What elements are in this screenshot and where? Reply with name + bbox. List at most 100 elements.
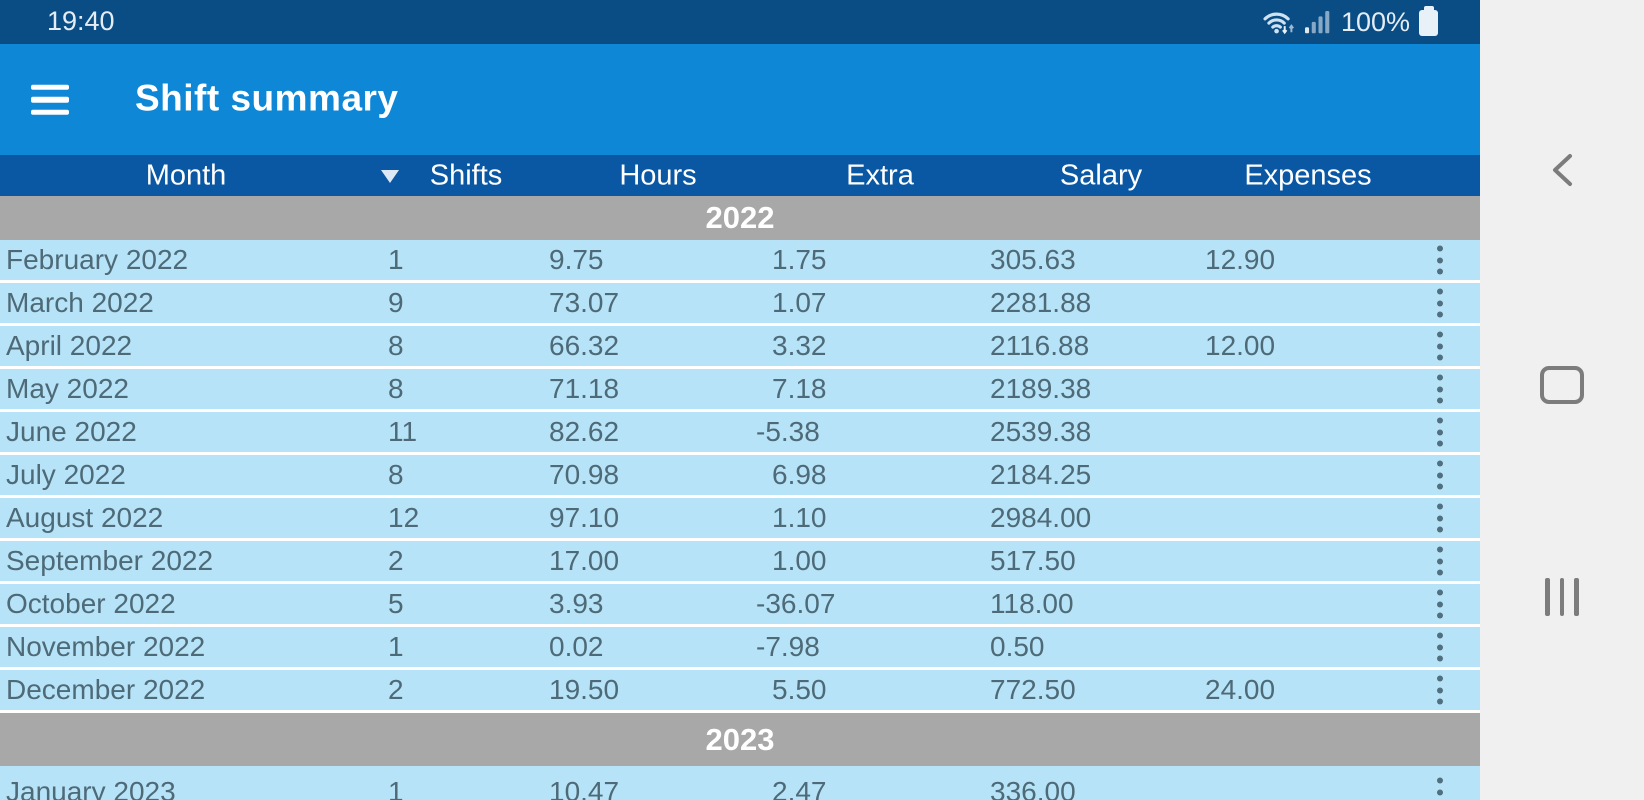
cell-extra: 1.75 <box>772 244 827 275</box>
column-header-expenses[interactable]: Expenses <box>1244 159 1372 191</box>
cell-hours: 3.93 <box>549 588 604 619</box>
kebab-dot <box>1437 300 1443 306</box>
cell-salary: 2184.25 <box>990 459 1092 490</box>
table-row[interactable]: December 2022 2 19.50 5.50 772.50 24.00 <box>0 670 1480 713</box>
kebab-dot <box>1437 515 1443 521</box>
cell-month: September 2022 <box>6 545 214 576</box>
column-header-extra[interactable]: Extra <box>846 159 914 191</box>
kebab-dot <box>1437 698 1443 705</box>
year-section-header: 2023 <box>0 713 1480 766</box>
kebab-menu-icon[interactable] <box>1437 675 1443 705</box>
cell-shifts: 2 <box>388 545 404 576</box>
home-icon[interactable] <box>1480 366 1644 404</box>
kebab-dot <box>1437 777 1443 784</box>
table-row[interactable]: September 2022 2 17.00 1.00 517.50 <box>0 541 1480 584</box>
cell-extra: 1.10 <box>772 502 827 533</box>
cell-extra: 1.07 <box>772 287 827 318</box>
kebab-menu-icon[interactable] <box>1437 288 1443 318</box>
cell-shifts: 2 <box>388 674 404 705</box>
table-row[interactable]: March 2022 9 73.07 1.07 2281.88 <box>0 283 1480 326</box>
kebab-dot <box>1437 612 1443 619</box>
kebab-dot <box>1437 331 1443 338</box>
kebab-menu-icon[interactable] <box>1437 417 1443 447</box>
cell-salary: 2539.38 <box>990 416 1092 447</box>
kebab-dot <box>1437 311 1443 318</box>
cell-hours: 0.02 <box>549 631 604 662</box>
cell-hours: 70.98 <box>549 459 620 490</box>
hamburger-menu-icon[interactable] <box>31 77 69 122</box>
table-row[interactable]: January 2023 1 10.47 2.47 336.00 <box>0 766 1480 800</box>
cell-salary: 2189.38 <box>990 373 1092 404</box>
table-row[interactable]: November 2022 1 0.02 -7.98 0.50 <box>0 627 1480 670</box>
cell-hours: 71.18 <box>549 373 620 404</box>
cell-month: March 2022 <box>6 287 154 318</box>
cell-salary: 305.63 <box>990 244 1076 275</box>
kebab-dot <box>1437 687 1443 693</box>
cell-month: December 2022 <box>6 674 206 705</box>
cell-month: October 2022 <box>6 588 176 619</box>
table-body: 2022 February 2022 1 9.75 1.75 305.63 12.90 Mar… <box>0 196 1480 800</box>
cell-hours: 82.62 <box>549 416 620 447</box>
cell-hours: 97.10 <box>549 502 620 533</box>
kebab-menu-icon[interactable] <box>1437 503 1443 533</box>
sort-descending-icon[interactable] <box>381 169 399 183</box>
kebab-dot <box>1437 558 1443 564</box>
kebab-menu-icon[interactable] <box>1437 460 1443 490</box>
kebab-dot <box>1437 569 1443 576</box>
table-row[interactable]: August 2022 12 97.10 1.10 2984.00 <box>0 498 1480 541</box>
signal-strength-icon <box>1304 10 1330 33</box>
column-header-hours[interactable]: Hours <box>619 159 697 191</box>
table-row[interactable]: April 2022 8 66.32 3.32 2116.88 12.00 <box>0 326 1480 369</box>
cell-hours: 73.07 <box>549 287 620 318</box>
kebab-dot <box>1437 374 1443 381</box>
kebab-dot <box>1437 546 1443 553</box>
kebab-dot <box>1437 354 1443 361</box>
kebab-menu-icon[interactable] <box>1437 546 1443 576</box>
column-header-salary[interactable]: Salary <box>1059 159 1143 191</box>
kebab-dot <box>1437 675 1443 682</box>
kebab-dot <box>1437 288 1443 295</box>
cell-salary: 2281.88 <box>990 287 1092 318</box>
cell-salary: 772.50 <box>990 674 1076 705</box>
kebab-dot <box>1437 655 1443 662</box>
cell-salary: 2984.00 <box>990 502 1092 533</box>
kebab-menu-icon[interactable] <box>1437 589 1443 619</box>
kebab-dot <box>1437 472 1443 478</box>
back-icon[interactable] <box>1480 152 1644 188</box>
battery-icon <box>1419 6 1438 36</box>
wifi-icon <box>1263 12 1294 34</box>
kebab-menu-icon[interactable] <box>1437 632 1443 662</box>
kebab-dot <box>1437 601 1443 607</box>
kebab-dot <box>1437 386 1443 392</box>
kebab-menu-icon[interactable] <box>1437 245 1443 275</box>
kebab-dot <box>1437 257 1443 263</box>
kebab-menu-icon[interactable] <box>1437 777 1443 800</box>
cell-shifts: 5 <box>388 588 404 619</box>
table-row[interactable]: July 2022 8 70.98 6.98 2184.25 <box>0 455 1480 498</box>
kebab-dot <box>1437 789 1443 795</box>
cell-hours: 19.50 <box>549 674 620 705</box>
cell-month: May 2022 <box>6 373 129 404</box>
cell-extra: 3.32 <box>772 330 827 361</box>
kebab-menu-icon[interactable] <box>1437 374 1443 404</box>
kebab-dot <box>1437 343 1443 349</box>
kebab-dot <box>1437 440 1443 447</box>
cell-shifts: 8 <box>388 459 404 490</box>
kebab-menu-icon[interactable] <box>1437 331 1443 361</box>
cell-extra: -7.98 <box>756 631 820 662</box>
column-header-shifts[interactable]: Shifts <box>429 159 503 191</box>
table-row[interactable]: February 2022 1 9.75 1.75 305.63 12.90 <box>0 240 1480 283</box>
cell-salary: 118.00 <box>990 588 1074 619</box>
table-row[interactable]: May 2022 8 71.18 7.18 2189.38 <box>0 369 1480 412</box>
year-section-header: 2022 <box>0 196 1480 240</box>
cell-shifts: 1 <box>388 244 404 275</box>
cell-extra: 1.00 <box>772 545 827 576</box>
table-row[interactable]: June 2022 11 82.62 -5.38 2539.38 <box>0 412 1480 455</box>
cell-shifts: 8 <box>388 373 404 404</box>
cell-extra: -36.07 <box>756 588 836 619</box>
table-row[interactable]: October 2022 5 3.93 -36.07 118.00 <box>0 584 1480 627</box>
column-header-month[interactable]: Month <box>145 159 227 191</box>
table-column-header: Month Shifts Hours Extra Salary Expenses <box>0 155 1480 196</box>
recent-apps-icon[interactable] <box>1480 578 1644 616</box>
cell-shifts: 1 <box>388 631 404 662</box>
